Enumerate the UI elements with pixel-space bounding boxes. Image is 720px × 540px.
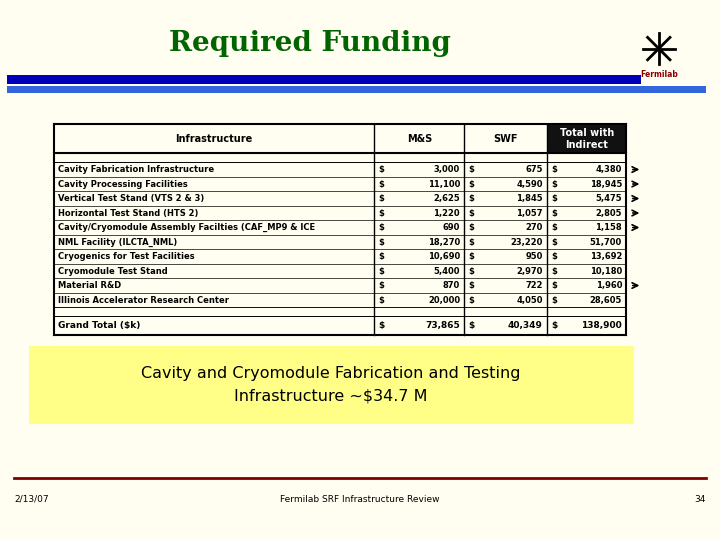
Text: $: $ xyxy=(552,267,557,275)
Text: M&S: M&S xyxy=(407,134,432,144)
Text: Cryogenics for Test Facilities: Cryogenics for Test Facilities xyxy=(58,252,195,261)
Bar xyxy=(547,124,626,153)
Text: Required Funding: Required Funding xyxy=(168,30,451,57)
Text: Cavity/Cryomodule Assembly Facilties (CAF_MP9 & ICE: Cavity/Cryomodule Assembly Facilties (CA… xyxy=(58,223,315,232)
Text: $: $ xyxy=(469,267,474,275)
Text: 675: 675 xyxy=(526,165,543,174)
Text: 4,590: 4,590 xyxy=(516,179,543,188)
Text: 2,625: 2,625 xyxy=(433,194,460,203)
Text: 2,970: 2,970 xyxy=(516,267,543,275)
Text: $: $ xyxy=(552,252,557,261)
Text: 20,000: 20,000 xyxy=(428,295,460,305)
Text: 73,865: 73,865 xyxy=(426,321,460,330)
Text: $: $ xyxy=(469,165,474,174)
Text: $: $ xyxy=(469,179,474,188)
Text: $: $ xyxy=(379,321,385,330)
Text: 690: 690 xyxy=(443,223,460,232)
Text: 11,100: 11,100 xyxy=(428,179,460,188)
Bar xyxy=(29,346,634,424)
Text: 40,349: 40,349 xyxy=(508,321,543,330)
Text: $: $ xyxy=(552,165,557,174)
Text: 1,960: 1,960 xyxy=(595,281,622,290)
Text: Infrastructure: Infrastructure xyxy=(176,134,253,144)
Text: 4,380: 4,380 xyxy=(595,165,622,174)
Text: Fermilab SRF Infrastructure Review: Fermilab SRF Infrastructure Review xyxy=(280,495,440,504)
Text: Grand Total ($k): Grand Total ($k) xyxy=(58,321,140,330)
Text: Illinois Accelerator Research Center: Illinois Accelerator Research Center xyxy=(58,295,229,305)
Text: Cavity and Cryomodule Fabrication and Testing
Infrastructure ~$34.7 M: Cavity and Cryomodule Fabrication and Te… xyxy=(141,366,521,403)
Text: $: $ xyxy=(379,295,384,305)
Text: NML Facility (ILCTA_NML): NML Facility (ILCTA_NML) xyxy=(58,238,178,247)
Text: $: $ xyxy=(552,194,557,203)
Text: 1,845: 1,845 xyxy=(516,194,543,203)
Text: 1,220: 1,220 xyxy=(433,208,460,218)
Text: 23,220: 23,220 xyxy=(510,238,543,247)
Text: $: $ xyxy=(469,252,474,261)
Text: 950: 950 xyxy=(526,252,543,261)
Text: Cavity Processing Facilities: Cavity Processing Facilities xyxy=(58,179,188,188)
Text: $: $ xyxy=(379,238,384,247)
Text: $: $ xyxy=(469,223,474,232)
Text: 51,700: 51,700 xyxy=(590,238,622,247)
Text: $: $ xyxy=(552,179,557,188)
Text: $: $ xyxy=(552,295,557,305)
Text: $: $ xyxy=(469,238,474,247)
Text: 2/13/07: 2/13/07 xyxy=(14,495,49,504)
Text: $: $ xyxy=(552,321,558,330)
Text: 28,605: 28,605 xyxy=(590,295,622,305)
Bar xyxy=(7,75,641,84)
Text: 1,057: 1,057 xyxy=(516,208,543,218)
Text: $: $ xyxy=(379,179,384,188)
Text: $: $ xyxy=(552,281,557,290)
Text: $: $ xyxy=(379,267,384,275)
Text: $: $ xyxy=(379,194,384,203)
Text: 870: 870 xyxy=(443,281,460,290)
Text: 13,692: 13,692 xyxy=(590,252,622,261)
Bar xyxy=(7,86,706,93)
Text: 18,270: 18,270 xyxy=(428,238,460,247)
Text: 270: 270 xyxy=(526,223,543,232)
Text: $: $ xyxy=(379,208,384,218)
Text: 18,945: 18,945 xyxy=(590,179,622,188)
Text: 5,400: 5,400 xyxy=(433,267,460,275)
Text: Horizontal Test Stand (HTS 2): Horizontal Test Stand (HTS 2) xyxy=(58,208,199,218)
Text: SWF: SWF xyxy=(493,134,518,144)
Text: 2,805: 2,805 xyxy=(595,208,622,218)
Text: $: $ xyxy=(469,321,475,330)
Text: Total with
Indirect: Total with Indirect xyxy=(559,128,614,150)
Text: Cryomodule Test Stand: Cryomodule Test Stand xyxy=(58,267,168,275)
Text: 4,050: 4,050 xyxy=(516,295,543,305)
Text: 10,180: 10,180 xyxy=(590,267,622,275)
Text: $: $ xyxy=(469,281,474,290)
Text: Vertical Test Stand (VTS 2 & 3): Vertical Test Stand (VTS 2 & 3) xyxy=(58,194,204,203)
Text: Cavity Fabrication Infrastructure: Cavity Fabrication Infrastructure xyxy=(58,165,215,174)
Text: $: $ xyxy=(379,281,384,290)
Text: Material R&D: Material R&D xyxy=(58,281,122,290)
Text: 5,475: 5,475 xyxy=(595,194,622,203)
Text: 10,690: 10,690 xyxy=(428,252,460,261)
Text: 34: 34 xyxy=(694,495,706,504)
Text: 3,000: 3,000 xyxy=(434,165,460,174)
Text: 1,158: 1,158 xyxy=(595,223,622,232)
Text: $: $ xyxy=(469,208,474,218)
Text: $: $ xyxy=(469,295,474,305)
Text: 138,900: 138,900 xyxy=(581,321,622,330)
Text: $: $ xyxy=(379,165,384,174)
Text: $: $ xyxy=(469,194,474,203)
Text: $: $ xyxy=(552,208,557,218)
Text: 722: 722 xyxy=(526,281,543,290)
Text: $: $ xyxy=(379,223,384,232)
Text: $: $ xyxy=(552,238,557,247)
Text: Fermilab: Fermilab xyxy=(640,70,678,79)
Text: $: $ xyxy=(379,252,384,261)
Text: $: $ xyxy=(552,223,557,232)
